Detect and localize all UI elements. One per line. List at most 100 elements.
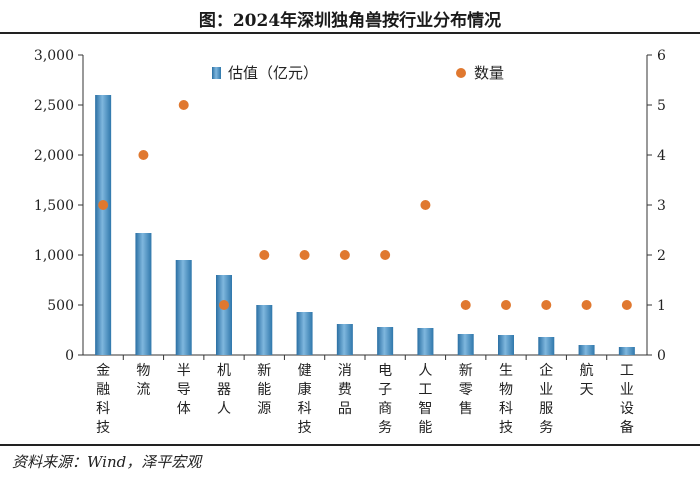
valuation-bar xyxy=(498,335,514,355)
legend-label-valuation: 估值（亿元） xyxy=(228,64,318,82)
right-tick-label: 6 xyxy=(657,48,666,64)
x-tick-label-char: 技 xyxy=(298,420,312,436)
valuation-bar xyxy=(336,324,353,355)
x-tick-label-char: 康 xyxy=(298,381,312,398)
count-dot xyxy=(581,300,592,310)
x-tick-label-char: 物 xyxy=(136,363,150,379)
count-dot xyxy=(460,300,471,310)
count-dot xyxy=(541,300,552,310)
x-tick-label: 新能源 xyxy=(257,363,271,417)
x-tick-label-char: 天 xyxy=(580,382,594,398)
count-dot xyxy=(219,300,229,310)
x-tick-label-char: 新 xyxy=(257,363,271,379)
x-tick-label: 半导体 xyxy=(177,363,191,417)
valuation-bar xyxy=(417,328,434,355)
x-tick-label-char: 器 xyxy=(217,382,231,398)
valuation-bar xyxy=(135,233,152,355)
source-rule xyxy=(0,444,700,446)
x-tick-label-char: 工 xyxy=(620,363,634,379)
x-tick-label-char: 消 xyxy=(338,363,352,379)
right-tick-label: 0 xyxy=(657,348,666,364)
x-tick-label-char: 人 xyxy=(217,401,231,417)
x-tick-label-char: 技 xyxy=(499,420,513,436)
x-tick-label: 机器人 xyxy=(217,363,231,417)
x-tick-label-char: 务 xyxy=(539,420,553,436)
right-tick-label: 2 xyxy=(657,248,666,264)
x-tick-label: 金融科技 xyxy=(96,363,110,436)
count-dot xyxy=(380,250,391,260)
count-dot xyxy=(420,200,431,210)
x-tick-label: 航天 xyxy=(580,363,594,398)
x-tick-label-char: 智 xyxy=(418,401,432,417)
x-tick-label-char: 工 xyxy=(418,382,432,398)
left-tick-label: 500 xyxy=(47,298,74,314)
valuation-bar xyxy=(216,275,232,355)
x-tick-label-char: 物 xyxy=(499,382,513,398)
x-tick-label-char: 业 xyxy=(620,382,634,398)
count-dot xyxy=(138,150,149,160)
left-tick-label: 3,000 xyxy=(34,48,74,64)
valuation-bar xyxy=(377,327,394,355)
x-tick-label-char: 半 xyxy=(177,363,191,379)
x-tick-label-char: 业 xyxy=(539,382,553,398)
valuation-bar xyxy=(618,347,635,355)
x-tick-label-char: 科 xyxy=(298,401,312,417)
x-tick-label-char: 机 xyxy=(217,363,231,379)
right-tick-label: 1 xyxy=(657,298,666,314)
x-tick-label-char: 人 xyxy=(418,363,432,379)
legend-swatch-dot xyxy=(456,68,466,78)
x-tick-label: 工业设备 xyxy=(620,363,634,436)
count-dot xyxy=(621,300,632,310)
right-tick-label: 4 xyxy=(657,148,666,164)
x-tick-label-char: 务 xyxy=(378,420,392,436)
x-tick-label-char: 科 xyxy=(499,401,513,417)
count-dot xyxy=(259,250,270,260)
x-tick-label-char: 品 xyxy=(338,401,352,417)
x-tick-label-char: 电 xyxy=(378,363,392,379)
x-tick-label: 健康科技 xyxy=(298,363,312,436)
x-tick-label-char: 源 xyxy=(257,401,271,417)
valuation-bar xyxy=(578,345,595,355)
title-rule xyxy=(0,32,700,34)
x-tick-label-char: 能 xyxy=(418,420,432,436)
x-tick-label-char: 子 xyxy=(378,382,392,398)
x-tick-label-char: 融 xyxy=(96,382,110,398)
count-dot xyxy=(98,200,109,210)
x-tick-label-char: 导 xyxy=(177,382,191,398)
x-tick-label-char: 备 xyxy=(620,419,634,436)
x-tick-label-char: 科 xyxy=(96,401,110,417)
x-tick-label-char: 零 xyxy=(459,382,473,398)
x-tick-label-char: 新 xyxy=(459,363,473,379)
right-tick-label: 5 xyxy=(657,98,666,114)
x-tick-label-char: 商 xyxy=(378,401,392,417)
left-tick-label: 2,000 xyxy=(34,148,74,164)
left-tick-label: 1,000 xyxy=(34,248,74,264)
valuation-bar xyxy=(95,95,112,355)
x-tick-label: 物流 xyxy=(136,363,150,398)
x-tick-label: 新零售 xyxy=(459,363,473,417)
right-tick-label: 3 xyxy=(657,198,666,214)
x-tick-label-char: 售 xyxy=(459,401,473,417)
chart-title: 图：2024年深圳独角兽按行业分布情况 xyxy=(198,11,502,31)
left-tick-label: 1,500 xyxy=(34,198,74,214)
chart-svg: 0 500 1,000 1,500 2,000 2,500 3,000 0 1 2 3 4 5 6 金融… xyxy=(34,48,666,436)
x-tick-label-char: 航 xyxy=(580,363,594,379)
x-tick-label-char: 健 xyxy=(298,363,312,379)
x-tick-label-char: 生 xyxy=(499,363,513,379)
x-tick-label-char: 流 xyxy=(136,382,150,398)
x-tick-label-char: 体 xyxy=(177,401,191,417)
source-note: 资料来源：Wind，泽平宏观 xyxy=(12,453,202,471)
left-tick-label: 2,500 xyxy=(34,98,74,114)
count-dot xyxy=(501,300,511,310)
x-tick-label: 消费品 xyxy=(338,363,352,417)
x-tick-label-char: 费 xyxy=(338,382,352,398)
valuation-bar xyxy=(256,305,273,355)
valuation-bar xyxy=(296,312,313,355)
x-tick-label-char: 设 xyxy=(620,401,634,417)
count-dot xyxy=(178,100,189,110)
x-tick-label-char: 企 xyxy=(539,362,553,379)
left-tick-label: 0 xyxy=(65,348,74,364)
count-dot xyxy=(339,250,350,260)
valuation-bar xyxy=(538,337,555,355)
legend-swatch-bar xyxy=(212,67,221,79)
